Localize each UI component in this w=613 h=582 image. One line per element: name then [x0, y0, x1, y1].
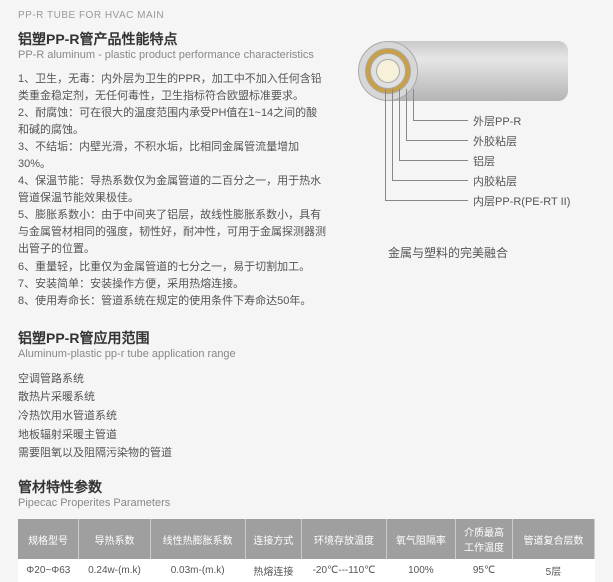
features-column: 铝塑PP-R管产品性能特点 PP-R aluminum - plastic pr… [18, 29, 328, 310]
param-header: 介质最高 工作温度 [456, 519, 513, 559]
apps-list: 空调管路系统散热片采暖系统冷热饮用水管道系统地板辐射采暖主管道需要阻氧以及阻隔污… [18, 370, 595, 463]
param-cell: Φ20~Φ63 [18, 559, 79, 582]
leader-line [385, 89, 468, 201]
param-header: 氧气阻隔率 [386, 519, 455, 559]
app-item: 空调管路系统 [18, 370, 595, 389]
feature-item: 2、耐腐蚀：可在很大的温度范围内承受PH值在1~14之间的酸和碱的腐蚀。 [18, 105, 328, 139]
layer-label: 外层PP-R [473, 113, 521, 129]
app-item: 地板辐射采暖主管道 [18, 426, 595, 445]
app-item: 需要阻氧以及阻隔污染物的管道 [18, 444, 595, 463]
app-item: 冷热饮用水管道系统 [18, 407, 595, 426]
main-row: 铝塑PP-R管产品性能特点 PP-R aluminum - plastic pr… [18, 29, 595, 310]
param-cell: 0.24w-(m.k) [79, 559, 151, 582]
layer-label: 内胶粘层 [473, 173, 517, 189]
param-header: 连接方式 [245, 519, 302, 559]
layer-label: 内层PP-R(PE-RT II) [473, 193, 570, 209]
app-item: 散热片采暖系统 [18, 388, 595, 407]
params-table: 规格型号导热系数线性热膨胀系数连接方式环境存放温度氧气阻隔率介质最高 工作温度管… [18, 519, 595, 582]
fusion-caption: 金属与塑料的完美融合 [388, 244, 508, 261]
param-header: 环境存放温度 [302, 519, 386, 559]
param-cell: 95℃ [456, 559, 513, 582]
apps-title-en: Aluminum-plastic pp-r tube application r… [18, 348, 595, 360]
param-cell: 5层 [512, 559, 594, 582]
features-title-en: PP-R aluminum - plastic product performa… [18, 49, 328, 61]
page-header-fragment: PP-R TUBE FOR HVAC MAIN [18, 10, 595, 21]
features-list: 1、卫生，无毒：内外层为卫生的PPR，加工中不加入任何含铅类重金稳定剂，无任何毒… [18, 71, 328, 310]
params-title-en: Pipecac Properites Parameters [18, 497, 595, 509]
feature-item: 7、安装简单：安装操作方便，采用热熔连接。 [18, 276, 328, 293]
params-section: 管材特性参数 Pipecac Properites Parameters 规格型… [18, 477, 595, 582]
feature-item: 3、不结垢：内壁光滑，不积水垢，比相同金属管流量增加30%。 [18, 139, 328, 173]
diagram-column: 外层PP-R 外胶粘层铝层内胶粘层内层PP-R(PE-RT II) 金属与塑料的完… [328, 29, 588, 310]
feature-item: 1、卫生，无毒：内外层为卫生的PPR，加工中不加入任何含铅类重金稳定剂，无任何毒… [18, 71, 328, 105]
feature-item: 5、膨胀系数小：由于中间夹了铝层，故线性膨胀系数小，具有与金属管材相同的强度，韧… [18, 207, 328, 258]
param-header: 管道复合层数 [512, 519, 594, 559]
param-header: 规格型号 [18, 519, 79, 559]
param-header: 线性热膨胀系数 [150, 519, 245, 559]
feature-item: 8、使用寿命长：管道系统在规定的使用条件下寿命达50年。 [18, 293, 328, 310]
features-title-cn: 铝塑PP-R管产品性能特点 [18, 29, 328, 49]
apps-title-cn: 铝塑PP-R管应用范围 [18, 328, 595, 348]
layer-label: 铝层 [473, 153, 495, 169]
applications-section: 铝塑PP-R管应用范围 Aluminum-plastic pp-r tube a… [18, 328, 595, 463]
layer-label: 外胶粘层 [473, 133, 517, 149]
params-title-cn: 管材特性参数 [18, 477, 595, 497]
param-cell: 100% [386, 559, 455, 582]
feature-item: 4、保温节能：导热系数仅为金属管道的二百分之一，用于热水管道保温节能效果极佳。 [18, 173, 328, 207]
pipe-diagram: 外层PP-R外胶粘层铝层内胶粘层内层PP-R(PE-RT II) 金属与塑料的完… [328, 29, 588, 249]
ring-inner [376, 59, 400, 83]
param-cell: 热熔连接 [245, 559, 302, 582]
param-header: 导热系数 [79, 519, 151, 559]
feature-item: 6、重量轻，比重仅为金属管道的七分之一，易于切割加工。 [18, 259, 328, 276]
param-cell: -20℃---110℃ [302, 559, 386, 582]
param-cell: 0.03m-(m.k) [150, 559, 245, 582]
